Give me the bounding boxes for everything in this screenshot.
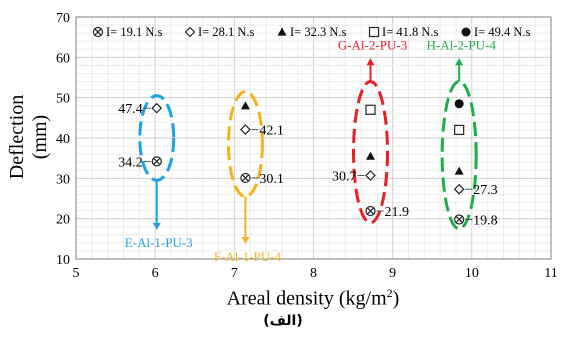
x-tick-label: 5 [73,266,80,281]
x-tick-label: 10 [465,266,479,281]
data-point [454,166,464,175]
x-tick-label: 11 [544,266,557,281]
x-axis-label-sup: 2 [386,286,393,300]
legend-label: I= 49.4 N.s [474,25,530,39]
data-label: 30.1 [259,172,284,187]
data-label: 19.8 [473,213,498,228]
y-tick-label: 10 [56,253,70,268]
data-point [240,124,251,135]
data-label: 42.1 [259,124,284,139]
data-point [151,156,162,167]
legend-label: I= 41.8 N.s [382,25,438,39]
data-label: 27.3 [473,183,498,198]
data-label: 21.9 [385,205,410,220]
x-tick-label: 7 [231,266,238,281]
data-point [453,183,465,195]
y-tick-label: 40 [56,132,70,147]
group-label: E-Al-1-PU-3 [125,235,193,250]
group-label: H-Al-2-PU-4 [427,37,497,52]
data-point [240,172,251,184]
data-label: 47.4 [118,102,143,117]
x-tick-label: 6 [152,266,159,281]
y-tick-label: 30 [56,172,70,187]
legend-marker [368,26,380,38]
group-ellipse [226,90,264,198]
y-tick-label: 50 [56,92,70,107]
data-point [454,99,464,109]
data-point [366,151,375,160]
plot-border [75,16,552,260]
data-point [151,102,163,114]
legend-marker [184,26,196,38]
group-arrowhead [241,237,250,245]
data-label: 30.7 [332,170,357,185]
y-tick-label: 60 [56,51,70,66]
legend-marker [461,27,471,37]
group-arrowhead [455,58,464,66]
x-tick-label: 8 [310,266,317,281]
group-ellipse [440,80,478,231]
group-arrowhead [152,222,161,230]
figure-caption: (الف) [263,313,303,329]
y-tick-label: 70 [56,11,70,26]
legend-marker [92,26,104,38]
data-point [240,101,250,110]
legend-label: I= 28.1 N.s [198,25,254,39]
group-arrowhead [366,58,375,66]
x-axis-label-tail: ) [392,287,400,310]
data-point [365,205,376,217]
data-point [365,104,376,115]
y-tick-label: 20 [56,213,70,228]
group-label: F-Al-1-PU-4 [214,249,282,264]
x-axis-label: Areal density (kg/m2) [183,286,443,311]
data-point [454,214,465,225]
y-axis-label: Deflection (mm) [6,94,51,180]
x-axis-label-text: Areal density (kg/m [226,287,387,310]
legend-marker [277,27,287,36]
data-label: 34.2 [118,155,143,170]
data-point [365,170,376,181]
group-label: G-Al-2-PU-3 [338,37,407,52]
data-point [454,124,465,136]
legend-label: I= 19.1 N.s [106,25,162,39]
legend-label: I= 32.3 N.s [290,25,346,39]
x-tick-label: 9 [389,266,396,281]
